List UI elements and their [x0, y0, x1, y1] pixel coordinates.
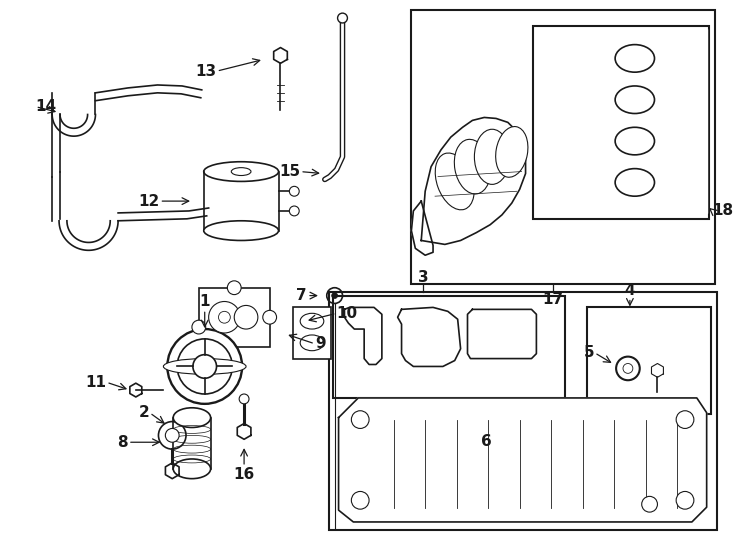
Polygon shape: [652, 363, 664, 377]
Ellipse shape: [615, 168, 655, 196]
Ellipse shape: [173, 408, 211, 428]
Circle shape: [352, 411, 369, 428]
Circle shape: [167, 329, 242, 404]
Circle shape: [177, 339, 232, 394]
Polygon shape: [130, 383, 142, 397]
Ellipse shape: [231, 167, 251, 176]
Ellipse shape: [173, 459, 211, 478]
Text: 1: 1: [200, 294, 210, 309]
Circle shape: [623, 363, 633, 373]
Text: 13: 13: [195, 64, 217, 79]
Text: 14: 14: [35, 99, 57, 114]
Ellipse shape: [495, 126, 528, 177]
Bar: [586, 307, 711, 414]
Circle shape: [208, 301, 240, 333]
Bar: [329, 292, 716, 530]
Text: 16: 16: [233, 467, 255, 482]
Polygon shape: [338, 398, 707, 522]
Circle shape: [289, 206, 299, 216]
Ellipse shape: [300, 335, 324, 350]
Circle shape: [332, 293, 338, 299]
Ellipse shape: [454, 139, 490, 194]
Ellipse shape: [474, 129, 510, 184]
Circle shape: [165, 428, 179, 442]
Ellipse shape: [164, 359, 246, 374]
Circle shape: [228, 281, 241, 295]
Text: 9: 9: [315, 336, 326, 352]
Bar: [333, 295, 565, 398]
Bar: [199, 288, 269, 347]
Circle shape: [193, 355, 217, 378]
Circle shape: [676, 491, 694, 509]
Polygon shape: [411, 201, 433, 255]
Ellipse shape: [615, 127, 655, 155]
Circle shape: [642, 496, 658, 512]
Circle shape: [289, 186, 299, 196]
Polygon shape: [537, 29, 707, 213]
Text: 12: 12: [138, 194, 159, 208]
Bar: [173, 417, 211, 469]
Polygon shape: [398, 307, 461, 367]
Polygon shape: [59, 221, 118, 251]
Polygon shape: [52, 114, 95, 136]
Polygon shape: [344, 307, 382, 365]
Ellipse shape: [204, 162, 278, 181]
Text: 2: 2: [139, 405, 150, 420]
Circle shape: [352, 491, 369, 509]
Polygon shape: [237, 423, 251, 439]
Polygon shape: [421, 117, 526, 245]
Text: 4: 4: [625, 282, 635, 298]
Bar: [534, 26, 708, 219]
Text: 11: 11: [85, 375, 106, 390]
Circle shape: [616, 356, 640, 380]
Circle shape: [159, 422, 186, 449]
Ellipse shape: [435, 153, 474, 210]
Text: 18: 18: [713, 204, 734, 219]
Circle shape: [234, 306, 258, 329]
Polygon shape: [468, 309, 537, 359]
Circle shape: [263, 310, 277, 324]
Polygon shape: [274, 48, 287, 63]
Circle shape: [192, 320, 206, 334]
Circle shape: [239, 394, 249, 404]
Circle shape: [338, 13, 347, 23]
Bar: [411, 10, 714, 284]
Ellipse shape: [615, 45, 655, 72]
Circle shape: [219, 312, 230, 323]
Text: 15: 15: [279, 164, 300, 179]
Ellipse shape: [300, 313, 324, 329]
Text: 7: 7: [297, 288, 307, 303]
Ellipse shape: [615, 86, 655, 113]
Text: 3: 3: [418, 270, 429, 285]
Text: 5: 5: [584, 345, 595, 360]
Text: 17: 17: [542, 292, 564, 307]
Ellipse shape: [204, 221, 278, 240]
Text: 6: 6: [481, 434, 492, 449]
Polygon shape: [165, 463, 179, 478]
Circle shape: [676, 411, 694, 428]
Text: 10: 10: [337, 306, 357, 321]
Bar: [294, 307, 331, 359]
Bar: [204, 172, 278, 231]
Text: 8: 8: [117, 435, 128, 450]
